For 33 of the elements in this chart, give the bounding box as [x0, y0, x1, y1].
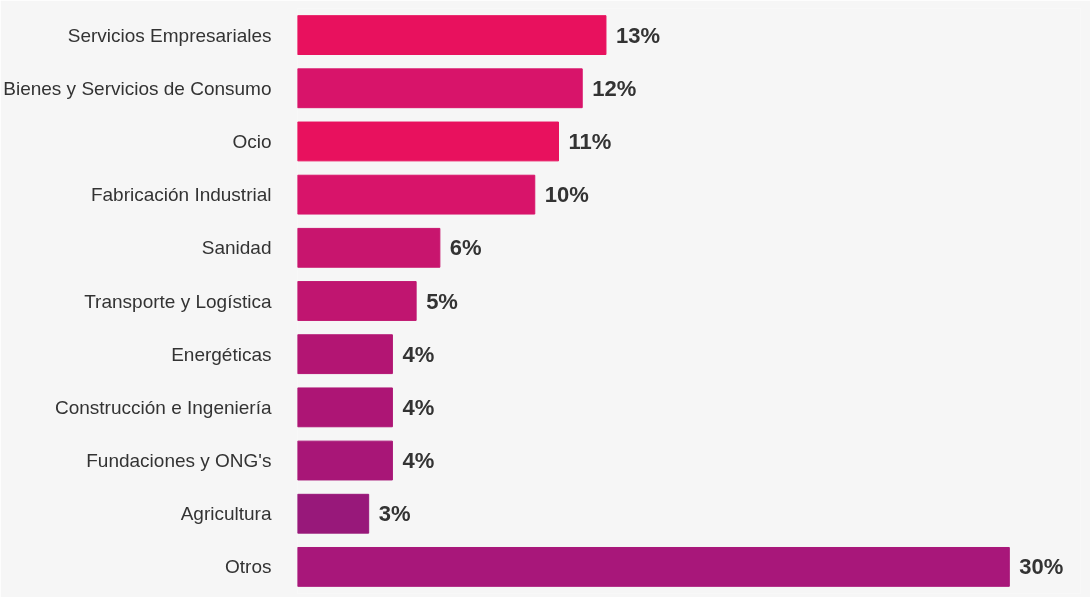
bar [297, 547, 1010, 587]
y-tick-label: Bienes y Servicios de Consumo [3, 77, 272, 99]
bar [297, 227, 441, 268]
bar [297, 68, 583, 109]
y-tick-label: Agricultura [180, 503, 272, 525]
bar [297, 121, 559, 162]
y-tick-label: Fabricación Industrial [90, 184, 272, 206]
data-label: 4% [402, 394, 435, 420]
bar [297, 15, 607, 55]
data-label: 11% [568, 128, 612, 154]
data-label: 6% [449, 235, 482, 261]
y-tick-label: Servicios Empresariales [67, 24, 272, 46]
y-tick-label: Ocio [232, 130, 272, 152]
y-tick-label: Transporte y Logística [84, 290, 272, 312]
data-label: 4% [402, 448, 435, 474]
y-tick-label: Sanidad [201, 237, 272, 259]
data-label: 10% [544, 182, 589, 208]
bar [297, 387, 393, 428]
data-label: 4% [402, 341, 435, 367]
data-label: 3% [378, 501, 411, 527]
data-label: 30% [1019, 554, 1064, 580]
y-tick-label: Otros [225, 556, 272, 578]
bar [297, 334, 393, 375]
y-tick-label: Fundaciones y ONG's [86, 450, 272, 472]
data-label: 5% [426, 288, 458, 314]
bar [297, 440, 393, 481]
data-label: 13% [615, 22, 660, 48]
y-tick-label: Energéticas [171, 343, 272, 365]
bar [297, 174, 536, 215]
bar [297, 493, 370, 534]
data-label: 12% [592, 75, 637, 101]
y-tick-label: Construcción e Ingeniería [54, 396, 272, 418]
bar [297, 281, 417, 321]
